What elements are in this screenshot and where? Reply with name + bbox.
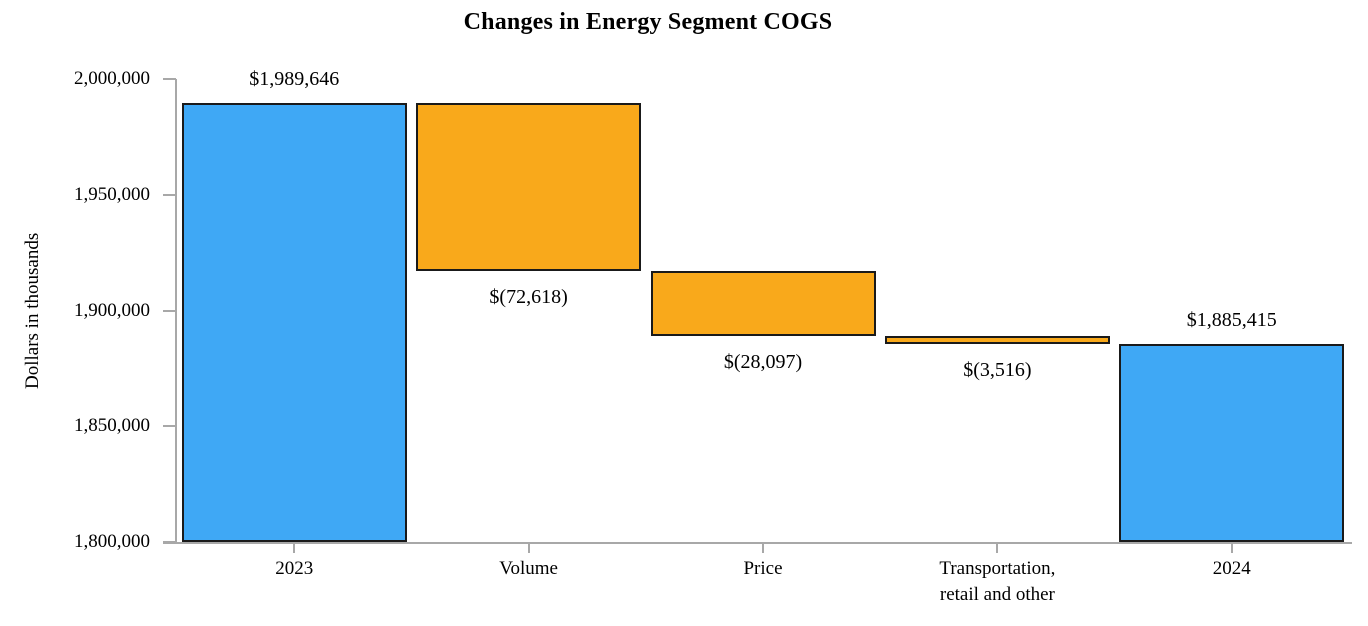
y-tick-label: 1,950,000 [74,183,150,205]
y-axis-line [175,79,177,544]
y-tick-label: 1,850,000 [74,415,150,437]
x-tick [527,544,530,553]
x-tick [1230,544,1233,553]
bar-value-label-2024: $1,885,415 [1186,309,1277,332]
waterfall-bar-transportation-retail-other [884,336,1110,345]
waterfall-bar-2023 [181,102,407,542]
x-axis-category-label-price: Price [743,558,783,579]
x-axis-category-label-transportation-retail-other: Transportation, retail and other [939,558,1056,605]
waterfall-bar-volume [416,102,642,272]
y-tick [163,193,176,196]
x-tick [293,544,296,553]
x-axis-category-label-volume: Volume [499,558,558,579]
x-tick [762,544,764,553]
y-tick-label: 1,900,000 [74,299,150,321]
waterfall-bar-2024 [1119,344,1345,542]
x-axis-category-label-2023: 2023 [275,558,314,579]
bar-value-label-volume: $(72,618) [489,286,568,309]
x-axis-line [163,542,1352,544]
x-axis-category-label-2024: 2024 [1212,558,1251,579]
bar-value-label-price: $(28,097) [723,351,803,374]
bar-value-label-transportation-retail-other: $(3,516) [963,359,1032,382]
y-tick [163,309,176,312]
bar-value-label-2023: $1,989,646 [249,67,340,90]
y-tick [163,541,176,543]
y-tick-label: 1,800,000 [74,531,150,552]
chart-title: Changes in Energy Segment COGS [463,9,833,35]
y-tick [163,425,176,428]
y-tick-label: 2,000,000 [74,68,150,89]
waterfall-bar-price [650,271,876,337]
y-tick [163,78,176,80]
x-tick [996,544,999,553]
